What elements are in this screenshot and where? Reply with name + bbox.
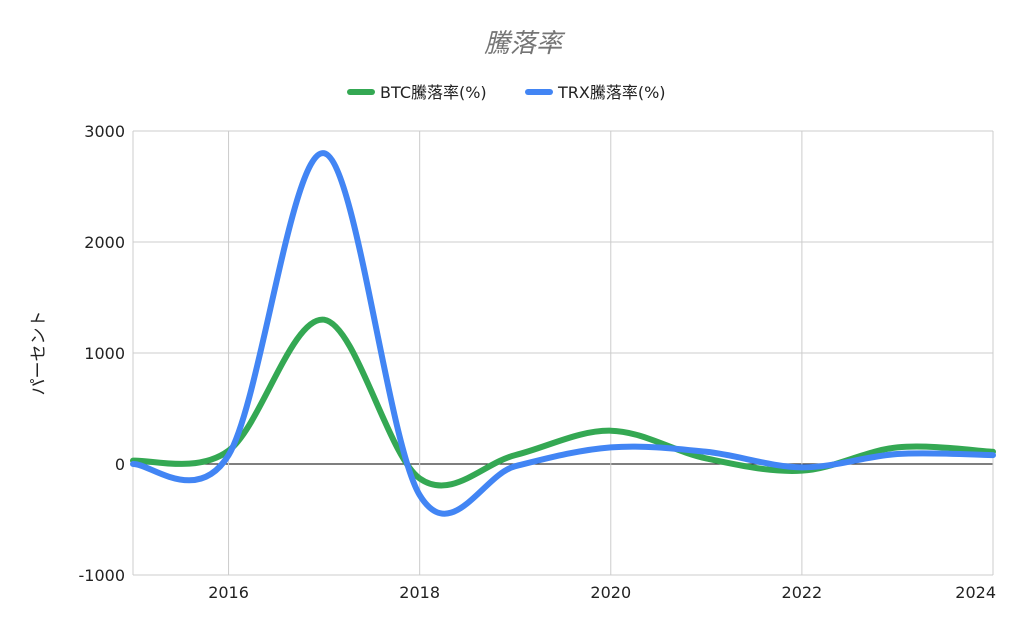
legend: BTC騰落率(%) TRX騰落率(%) <box>347 83 666 102</box>
y-tick-label: -1000 <box>79 566 126 585</box>
grid <box>132 130 994 576</box>
x-tick-label: 2024 <box>955 583 996 602</box>
y-axis-label: パーセント <box>29 311 49 396</box>
x-tick-label: 2020 <box>590 583 631 602</box>
y-tick-label: 2000 <box>84 233 125 252</box>
legend-label-trx: TRX騰落率(%) <box>557 83 666 102</box>
x-tick-label: 2016 <box>208 583 249 602</box>
x-tick-label: 2022 <box>782 583 823 602</box>
legend-entry-btc[interactable]: BTC騰落率(%) <box>347 83 487 102</box>
series-line-trx[interactable] <box>130 150 996 517</box>
y-tick-label: 0 <box>115 455 125 474</box>
x-tick-label: 2018 <box>399 583 440 602</box>
legend-entry-trx[interactable]: TRX騰落率(%) <box>525 83 666 102</box>
y-tick-label: 1000 <box>84 344 125 363</box>
y-tick-label: 3000 <box>84 122 125 141</box>
chart-title: 騰落率 <box>484 29 566 59</box>
legend-label-btc: BTC騰落率(%) <box>380 83 487 102</box>
x-axis-ticks: 2016 2018 2020 2022 2024 <box>208 583 996 602</box>
y-axis-ticks: -1000 0 1000 2000 3000 <box>79 122 126 585</box>
series-lines <box>130 150 996 517</box>
